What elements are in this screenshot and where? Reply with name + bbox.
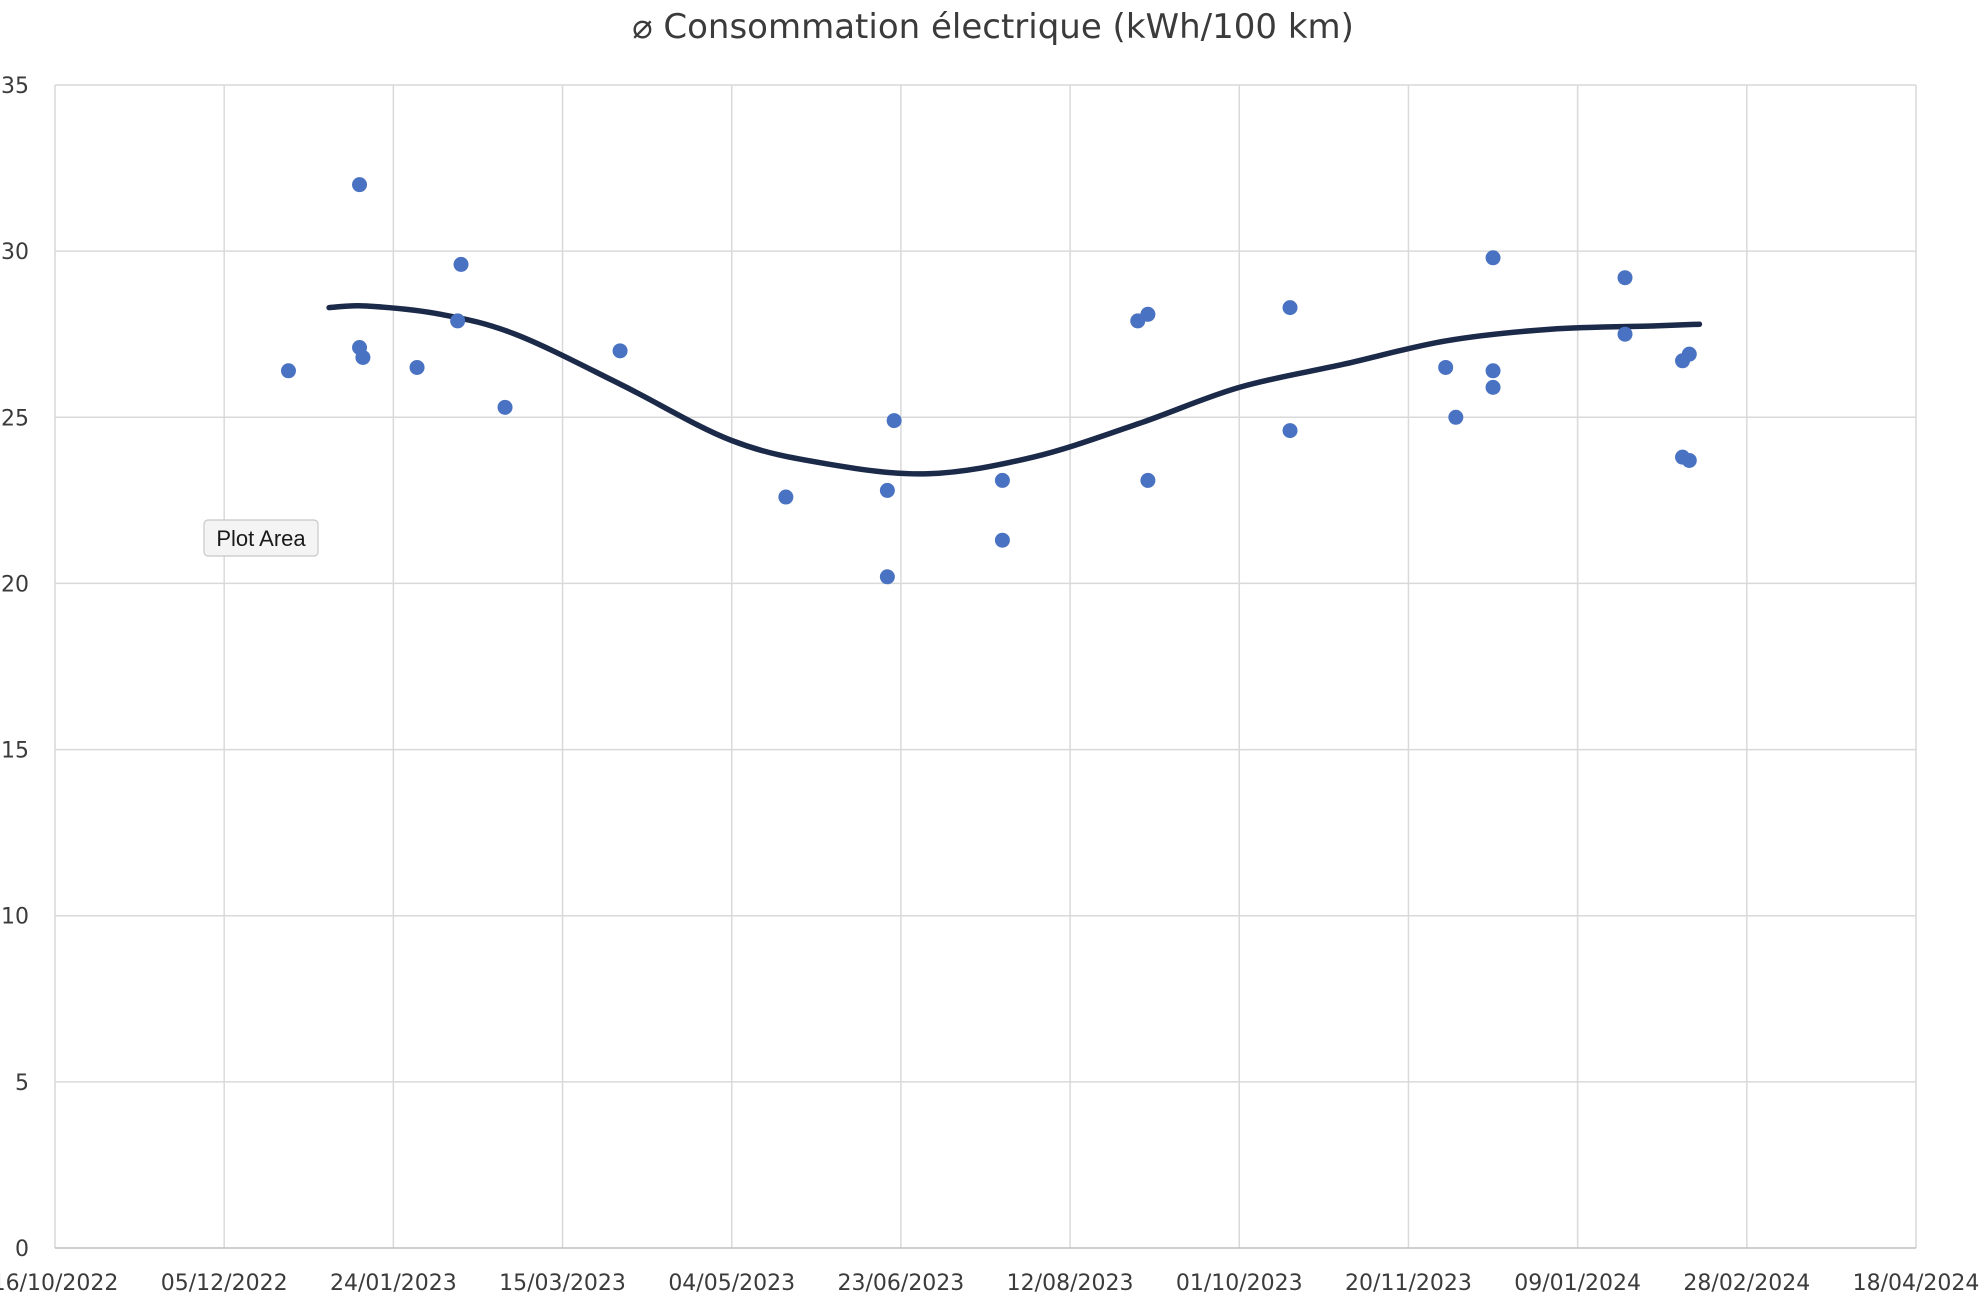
x-tick-label: 01/10/2023: [1176, 1271, 1303, 1296]
data-point[interactable]: [994, 532, 1010, 548]
data-points: [280, 177, 1697, 585]
data-point[interactable]: [352, 177, 368, 193]
y-tick-label: 0: [15, 1237, 29, 1262]
data-point[interactable]: [497, 399, 513, 415]
data-point[interactable]: [355, 349, 371, 365]
trend-line-layer: [326, 302, 1703, 477]
data-point[interactable]: [409, 359, 425, 375]
data-point[interactable]: [1617, 270, 1633, 286]
data-point[interactable]: [886, 413, 902, 429]
y-tick-label: 20: [1, 572, 29, 597]
plot-area-tooltip: Plot Area: [203, 519, 319, 557]
x-tick-label: 18/04/2024: [1853, 1271, 1980, 1296]
x-tick-label: 28/02/2024: [1683, 1271, 1810, 1296]
x-tick-label: 23/06/2023: [838, 1271, 965, 1296]
data-point[interactable]: [280, 363, 296, 379]
data-point[interactable]: [1438, 359, 1454, 375]
y-axis-tick-labels: 0 5 10 15 20 25 30 35: [1, 74, 29, 1262]
data-point[interactable]: [1485, 363, 1501, 379]
data-point[interactable]: [1617, 326, 1633, 342]
tooltip-box: [203, 519, 319, 557]
data-point[interactable]: [612, 343, 628, 359]
y-tick-label: 30: [1, 240, 29, 265]
data-point[interactable]: [1140, 472, 1156, 488]
data-point[interactable]: [778, 489, 794, 505]
x-tick-label: 05/12/2022: [161, 1271, 288, 1296]
data-point[interactable]: [1140, 306, 1156, 322]
trend-line: [326, 302, 1703, 477]
x-tick-label: 09/01/2024: [1514, 1271, 1641, 1296]
y-tick-label: 5: [15, 1071, 29, 1096]
data-point[interactable]: [994, 472, 1010, 488]
data-point[interactable]: [1681, 346, 1697, 362]
data-point[interactable]: [1681, 452, 1697, 468]
y-tick-label: 10: [1, 905, 29, 930]
data-point[interactable]: [450, 313, 466, 329]
data-point[interactable]: [1485, 250, 1501, 266]
data-point[interactable]: [879, 569, 895, 585]
y-tick-label: 25: [1, 406, 29, 431]
data-point[interactable]: [1282, 300, 1298, 316]
x-tick-label: 15/03/2023: [499, 1271, 626, 1296]
gridlines: [54, 84, 1917, 1248]
x-tick-label: 20/11/2023: [1345, 1271, 1472, 1296]
data-point[interactable]: [1282, 423, 1298, 439]
chart-title: ⌀ Consommation électrique (kWh/100 km): [632, 7, 1354, 47]
x-tick-label: 24/01/2023: [330, 1271, 457, 1296]
data-point[interactable]: [453, 256, 469, 272]
x-axis-tick-labels: 16/10/2022 05/12/2022 24/01/2023 15/03/2023…: [0, 1271, 1979, 1296]
x-tick-label: 12/08/2023: [1007, 1271, 1134, 1296]
data-point[interactable]: [879, 482, 895, 498]
data-point[interactable]: [1448, 409, 1464, 425]
y-tick-label: 35: [1, 74, 29, 99]
x-tick-label: 04/05/2023: [668, 1271, 795, 1296]
data-point[interactable]: [1485, 379, 1501, 395]
tooltip-label: Plot Area: [216, 526, 306, 551]
x-tick-label: 16/10/2022: [0, 1271, 118, 1296]
y-tick-label: 15: [1, 739, 29, 764]
